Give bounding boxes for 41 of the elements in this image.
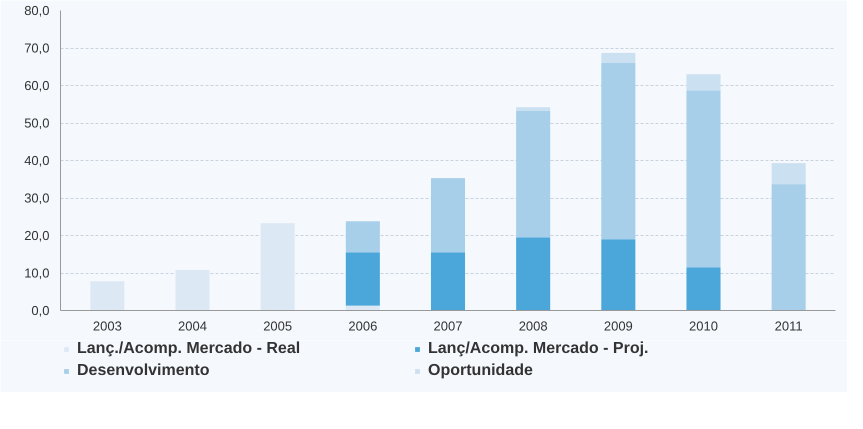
x-tick-label: 2008 [518,318,548,334]
legend-label: Desenvolvimento [77,362,210,380]
bar [601,52,636,63]
legend-label: Lanç/Acomp. Mercado - Proj. [428,340,650,358]
bar [516,111,550,238]
bar [686,74,721,90]
y-tick-label: 30,0 [24,190,50,206]
bar [772,184,806,310]
y-tick-label: 0,0 [31,303,50,318]
y-tick-label: 60,0 [24,78,50,93]
x-tick-label: 2006 [348,318,378,334]
bar [601,239,636,310]
bar [772,163,806,184]
x-tick-label: 2005 [263,318,292,334]
x-tick-label: 2003 [92,318,122,334]
legend-label: Lanç./Acomp. Mercado - Real [77,340,302,358]
y-tick-label: 10,0 [24,266,50,280]
x-tick-label: 2004 [178,318,207,334]
bar [516,237,550,310]
y-tick-label: 50,0 [24,116,50,130]
x-tick-label: 2010 [689,318,718,334]
x-tick-label: 2009 [604,318,633,334]
x-tick-label: 2011 [774,318,803,334]
x-tick-label: 2007 [434,318,462,334]
bar [346,306,380,310]
bar [686,267,721,310]
bar [430,252,466,310]
bar [175,270,210,310]
y-tick-label: 40,0 [24,153,50,168]
bar [516,107,550,111]
bar [346,221,380,252]
y-tick-label: 20,0 [24,228,50,243]
legend-label: Oportunidade [428,362,534,380]
y-tick-label: 70,0 [24,40,50,56]
bar [346,252,380,306]
y-tick-label: 80,0 [24,3,50,18]
bar [260,223,295,310]
bar [601,63,636,240]
bar [430,178,466,252]
bar [90,281,124,310]
bar [686,90,721,268]
